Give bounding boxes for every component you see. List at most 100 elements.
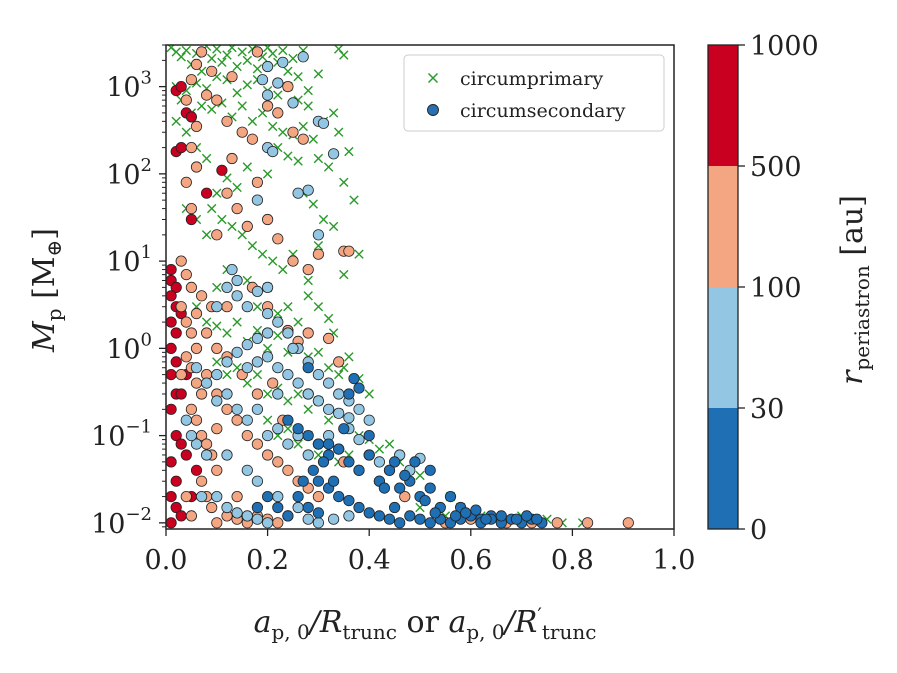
circumsecondary-point bbox=[399, 490, 411, 503]
colorbar-tick-label: 30 bbox=[750, 394, 784, 425]
circumsecondary-point bbox=[277, 56, 289, 68]
y-tick-label: 100 bbox=[106, 329, 152, 365]
circumprimary-point bbox=[313, 69, 324, 79]
circumprimary-point bbox=[344, 352, 354, 362]
circumsecondary-point bbox=[190, 438, 203, 450]
circumprimary-point bbox=[313, 347, 324, 357]
circumsecondary-point bbox=[211, 368, 223, 381]
circumsecondary-point bbox=[175, 438, 187, 450]
circumsecondary-point bbox=[166, 456, 177, 468]
circumsecondary-point bbox=[180, 316, 192, 328]
circumsecondary-point bbox=[261, 60, 274, 73]
circumsecondary-point bbox=[251, 403, 263, 415]
circumprimary-point bbox=[323, 415, 334, 425]
circumsecondary-point bbox=[373, 456, 385, 468]
circumsecondary-point bbox=[166, 517, 177, 529]
x-tick-label: 0.4 bbox=[348, 545, 391, 576]
circumsecondary-point bbox=[272, 362, 284, 374]
circumprimary-point bbox=[232, 61, 242, 72]
circumsecondary-point bbox=[261, 89, 274, 101]
circumprimary-point bbox=[196, 101, 207, 111]
circumsecondary-point bbox=[180, 268, 192, 281]
circumsecondary-point bbox=[302, 501, 314, 514]
circumsecondary-point bbox=[322, 438, 335, 450]
circumprimary-point bbox=[171, 116, 181, 126]
circumsecondary-point bbox=[216, 164, 228, 176]
y-axis-label-unit: [M bbox=[27, 256, 62, 308]
circumsecondary-point bbox=[287, 255, 299, 267]
circumsecondary-point bbox=[211, 464, 223, 476]
circumsecondary-point bbox=[236, 126, 248, 138]
circumsecondary-point bbox=[333, 443, 345, 455]
circumsecondary-point bbox=[175, 81, 187, 93]
circumsecondary-point bbox=[302, 513, 314, 525]
circumprimary-point bbox=[303, 101, 313, 111]
circumsecondary-point bbox=[185, 213, 197, 226]
circumsecondary-point bbox=[185, 510, 197, 522]
circumsecondary-point bbox=[166, 290, 177, 302]
circumprimary-point bbox=[212, 45, 222, 54]
circumprimary-point bbox=[212, 188, 222, 198]
circumsecondary-point bbox=[170, 327, 182, 339]
colorbar: 0 30 100 500 1000 bbox=[707, 31, 819, 546]
circumsecondary-point bbox=[495, 510, 507, 522]
circumsecondary-point bbox=[251, 194, 263, 206]
circumsecondary-point bbox=[221, 403, 233, 415]
circumsecondary-point bbox=[302, 362, 314, 374]
circumsecondary-point bbox=[282, 510, 294, 522]
circumsecondary-point bbox=[170, 501, 182, 514]
circumprimary-point bbox=[227, 45, 237, 53]
circumsecondary-point bbox=[312, 368, 324, 381]
circumprimary-point bbox=[273, 308, 283, 319]
y-tick-label: 101 bbox=[106, 242, 152, 278]
circumprimary-point bbox=[262, 169, 273, 179]
circumsecondary-point bbox=[201, 327, 213, 339]
circumsecondary-point bbox=[246, 133, 258, 145]
circumsecondary-point bbox=[622, 517, 634, 529]
legend-marker-circumsecondary bbox=[427, 104, 439, 116]
circumsecondary-point bbox=[221, 501, 233, 514]
circumsecondary-point bbox=[190, 307, 203, 320]
circumprimary-point bbox=[201, 230, 212, 240]
circumsecondary-point bbox=[261, 100, 274, 112]
circumprimary-point bbox=[328, 221, 339, 232]
circumsecondary-point bbox=[282, 368, 294, 381]
circumsecondary-point bbox=[231, 507, 243, 519]
circumsecondary-point bbox=[251, 176, 263, 188]
circumsecondary-point bbox=[241, 510, 253, 522]
y-axis-label-sub: p bbox=[42, 308, 66, 321]
circumsecondary-point bbox=[221, 388, 233, 400]
circumsecondary-point bbox=[251, 513, 263, 525]
circumsecondary-point bbox=[312, 517, 324, 529]
circumprimary-point bbox=[273, 90, 283, 100]
x-tick-label: 0.0 bbox=[145, 545, 188, 576]
circumsecondary-point bbox=[196, 475, 208, 487]
circumsecondary-point bbox=[261, 449, 274, 461]
circumsecondary-point bbox=[190, 342, 203, 354]
x-axis-label-sub: p, 0 bbox=[271, 620, 309, 644]
circumprimary-point bbox=[323, 363, 334, 373]
colorbar-label-base: r bbox=[835, 369, 870, 385]
circumprimary-point bbox=[278, 45, 288, 56]
circumsecondary-point bbox=[201, 377, 213, 389]
circumsecondary-point bbox=[261, 517, 274, 529]
y-axis-label-base: M bbox=[27, 320, 62, 353]
x-axis-label-or: or bbox=[397, 605, 448, 640]
circumprimary-point bbox=[308, 134, 318, 144]
circumsecondary-point bbox=[180, 414, 192, 426]
circumsecondary-point bbox=[211, 342, 223, 354]
circumprimary-point bbox=[339, 177, 349, 187]
circumsecondary-point bbox=[363, 507, 375, 519]
circumsecondary-point bbox=[322, 332, 335, 344]
circumprimary-point bbox=[339, 269, 349, 280]
circumprimary-point bbox=[313, 153, 324, 164]
circumprimary-point bbox=[262, 389, 273, 399]
circumsecondary-point bbox=[292, 377, 304, 389]
circumprimary-point bbox=[339, 50, 349, 60]
circumsecondary-point bbox=[581, 517, 594, 529]
circumsecondary-point bbox=[185, 142, 197, 154]
circumsecondary-point bbox=[221, 356, 233, 368]
circumsecondary-point bbox=[175, 142, 187, 154]
legend: circumprimary circumsecondary bbox=[403, 54, 665, 132]
circumsecondary-point bbox=[272, 517, 284, 529]
